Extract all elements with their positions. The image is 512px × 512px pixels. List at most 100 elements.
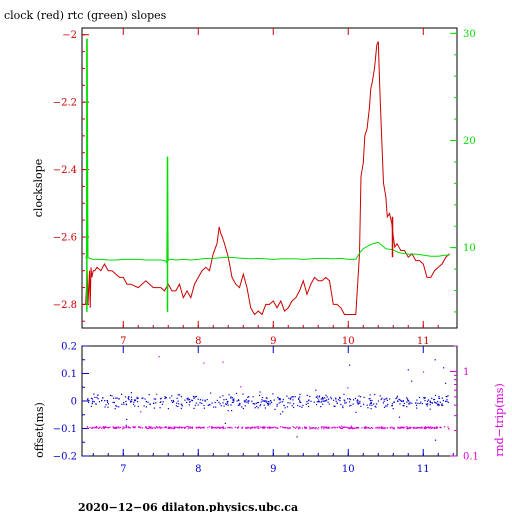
offset-point — [288, 397, 290, 399]
roundtrip-point — [109, 426, 111, 428]
roundtrip-point — [399, 427, 402, 429]
offset-point — [445, 395, 447, 398]
offset-point — [220, 405, 222, 407]
offset-point — [251, 400, 253, 402]
offset-point — [328, 398, 330, 400]
offset-point — [415, 404, 418, 406]
roundtrip-point — [313, 427, 315, 429]
offset-point — [426, 403, 428, 405]
roundtrip-point — [98, 427, 100, 429]
offset-point — [340, 403, 342, 405]
offset-point — [263, 400, 265, 402]
offset-point — [334, 405, 336, 407]
offset-point — [130, 392, 132, 394]
roundtrip-point — [261, 426, 263, 428]
offset-point — [287, 402, 289, 404]
roundtrip-point — [421, 427, 423, 429]
roundtrip-point — [369, 428, 371, 430]
roundtrip-point — [289, 427, 291, 429]
roundtrip-point — [236, 427, 238, 429]
offset-point — [195, 395, 198, 398]
roundtrip-point — [119, 426, 121, 429]
offset-point — [440, 404, 443, 406]
offset-point — [357, 403, 359, 405]
roundtrip-point — [301, 427, 303, 429]
offset-point — [386, 405, 388, 407]
offset-point — [425, 403, 427, 405]
offset-point — [118, 398, 120, 400]
offset-point — [227, 400, 229, 403]
offset-point — [370, 408, 372, 410]
roundtrip-point — [285, 426, 287, 428]
roundtrip-point — [423, 427, 425, 429]
roundtrip-point — [311, 427, 313, 429]
roundtrip-point — [190, 427, 192, 429]
roundtrip-point — [250, 427, 252, 429]
offset-point — [444, 400, 447, 402]
offset-point — [107, 401, 109, 403]
offset-point — [114, 408, 116, 410]
offset-point — [299, 405, 301, 407]
offset-point — [283, 405, 285, 407]
roundtrip-point — [167, 426, 169, 428]
offset-point — [438, 395, 440, 398]
offset-point — [142, 397, 144, 399]
offset-point — [222, 402, 224, 404]
roundtrip-point — [378, 428, 380, 430]
roundtrip-point — [114, 427, 116, 429]
roundtrip-point — [398, 427, 400, 429]
offset-point — [360, 405, 362, 407]
offset-point — [165, 397, 167, 399]
offset-point — [406, 406, 408, 408]
offset-point — [93, 401, 95, 403]
offset-point — [396, 397, 398, 399]
offset-point — [238, 400, 240, 402]
offset-point — [116, 405, 118, 408]
offset-point — [309, 395, 311, 398]
roundtrip-point — [86, 426, 89, 428]
offset-point — [403, 402, 405, 405]
roundtrip-point — [207, 427, 209, 429]
offset-point — [96, 396, 98, 399]
roundtrip-point — [429, 427, 431, 429]
bottom-panel: 7 8 9 10 11 0.2 0.1 0 −0.1 −0.2 1 0.1 offset(ms) rn… — [33, 342, 506, 476]
footer-text: 2020−12−06 dilaton.physics.ubc.ca — [78, 501, 298, 512]
roundtrip-point — [218, 426, 220, 428]
offset-point — [197, 398, 199, 400]
offset-point — [147, 401, 149, 403]
roundtrip-point — [323, 426, 325, 428]
roundtrip-point — [115, 427, 117, 429]
roundtrip-point — [219, 427, 221, 429]
top-x-tick-label: 7 — [120, 336, 126, 347]
offset-point — [367, 407, 369, 409]
offset-point — [261, 399, 263, 401]
offset-point — [389, 398, 391, 400]
offset-point — [133, 401, 135, 403]
roundtrip-point — [185, 426, 187, 428]
offset-point — [188, 398, 191, 401]
roundtrip-point — [245, 426, 247, 428]
offset-point — [278, 397, 280, 400]
offset-point — [286, 395, 288, 397]
roundtrip-point — [269, 426, 271, 428]
offset-point — [357, 399, 359, 402]
roundtrip-point — [371, 427, 373, 429]
roundtrip-point — [257, 427, 259, 429]
roundtrip-point — [380, 426, 382, 428]
offset-point — [409, 401, 411, 403]
offset-point — [369, 404, 371, 406]
roundtrip-point — [299, 427, 301, 429]
offset-point — [176, 397, 178, 399]
offset-point — [305, 403, 307, 405]
offset-point — [424, 400, 426, 402]
offset-point — [207, 404, 209, 406]
offset-point — [130, 400, 132, 402]
roundtrip-point — [161, 426, 163, 429]
offset-point — [344, 402, 346, 404]
roundtrip-point — [341, 427, 343, 430]
roundtrip-point — [191, 427, 193, 429]
roundtrip-point — [187, 425, 189, 427]
offset-point — [396, 400, 399, 402]
roundtrip-point — [139, 426, 141, 428]
